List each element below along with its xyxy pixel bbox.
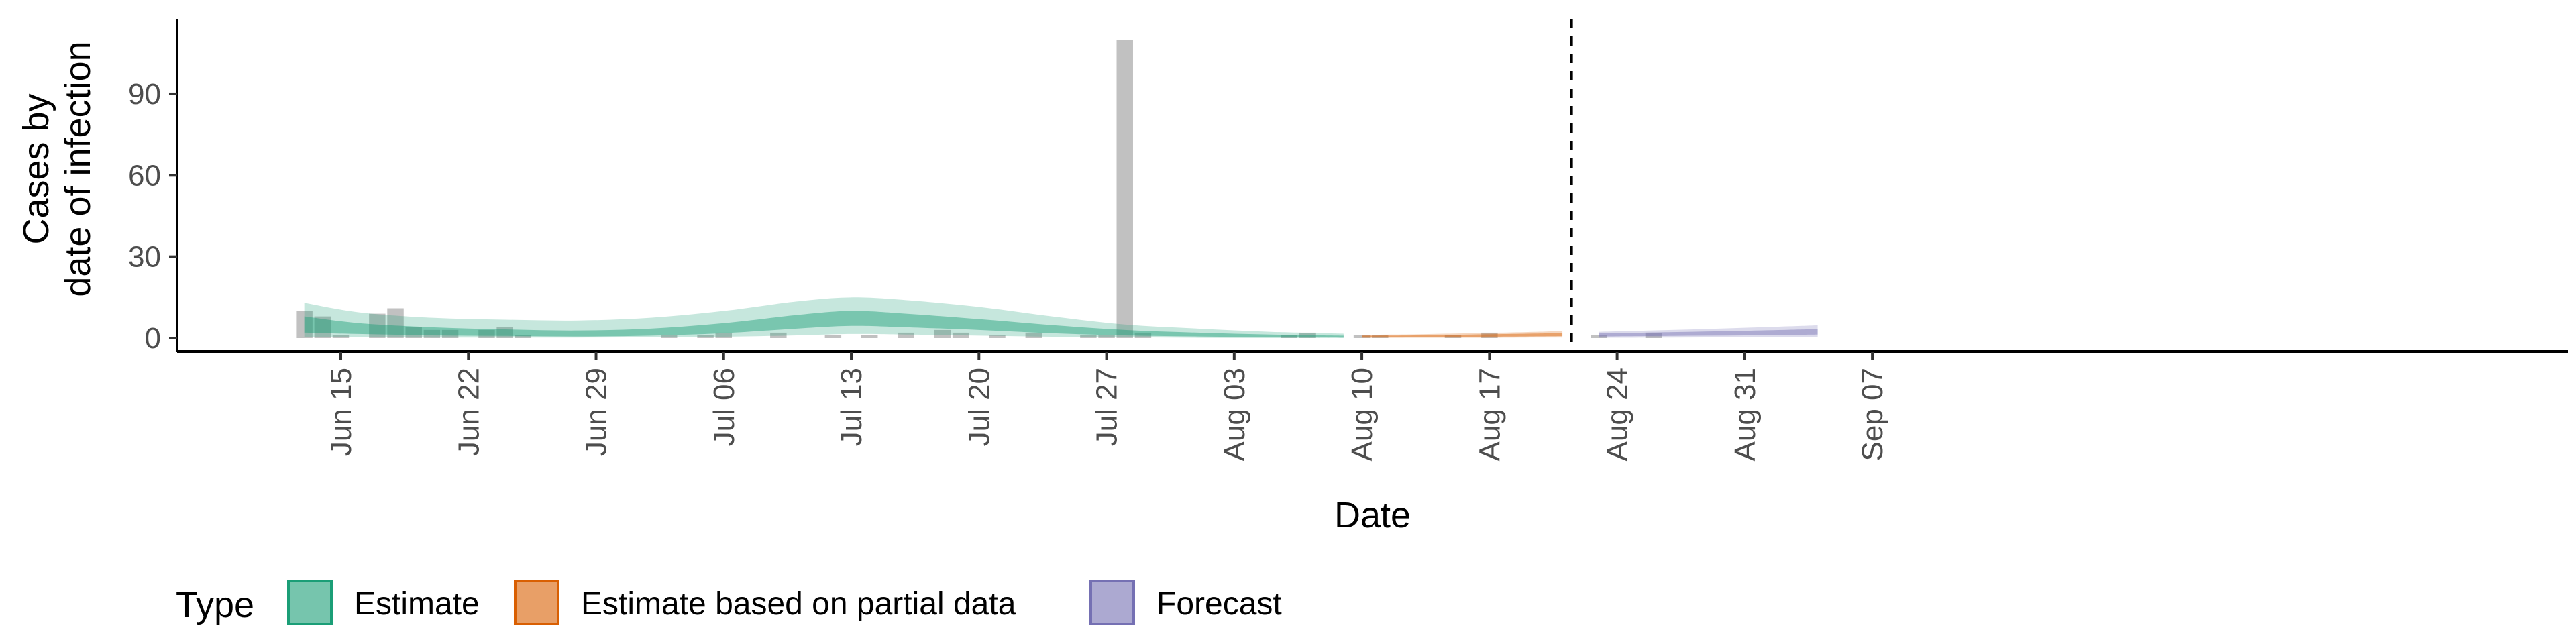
reported-case-bar bbox=[387, 308, 404, 338]
x-axis-title: Date bbox=[1334, 495, 1411, 535]
reported-case-bar bbox=[1116, 40, 1133, 339]
legend-key-forecast bbox=[1089, 580, 1135, 625]
x-tick-label: Jun 15 bbox=[325, 368, 358, 456]
reported-case-bar bbox=[1372, 335, 1389, 338]
estimate-outer-band bbox=[304, 297, 1344, 339]
y-ticks: 0 30 60 90 bbox=[128, 78, 177, 355]
reported-case-bar bbox=[1353, 335, 1371, 338]
legend-key-partial bbox=[514, 580, 559, 625]
estimate-inner-band bbox=[304, 311, 1344, 338]
legend-label-forecast: Forecast bbox=[1157, 586, 1282, 622]
reported-case-bar bbox=[861, 335, 878, 338]
reported-case-bar bbox=[1134, 332, 1152, 338]
reported-case-bar bbox=[1025, 332, 1042, 338]
y-tick-label: 30 bbox=[128, 241, 161, 274]
y-tick-label: 90 bbox=[128, 78, 161, 111]
y-tick-label: 0 bbox=[145, 322, 161, 355]
legend: Type Estimate Estimate based on partial … bbox=[176, 580, 1282, 625]
reported-case-bar bbox=[1080, 335, 1097, 338]
y-axis-title-line-1: Cases by bbox=[16, 93, 56, 244]
x-tick-label: Jul 27 bbox=[1091, 368, 1124, 446]
reported-case-bar bbox=[770, 332, 787, 338]
reported-case-bar bbox=[1481, 332, 1498, 338]
x-tick-label: Aug 17 bbox=[1473, 368, 1506, 461]
reported-case-bar bbox=[824, 335, 842, 338]
reported-case-bar bbox=[314, 316, 331, 338]
y-tick-label: 60 bbox=[128, 159, 161, 192]
reported-case-bar bbox=[441, 329, 459, 338]
reported-cases-bars bbox=[296, 40, 1662, 339]
x-tick-label: Jul 13 bbox=[835, 368, 868, 446]
reported-case-bar bbox=[1299, 332, 1316, 338]
estimate-bands bbox=[304, 297, 1818, 339]
forecast-inner-band bbox=[1599, 329, 1818, 337]
x-tick-label: Aug 31 bbox=[1729, 368, 1762, 461]
reported-case-bar bbox=[1444, 335, 1462, 338]
partial-outer-band bbox=[1362, 331, 1563, 338]
x-tick-label: Jun 29 bbox=[580, 368, 613, 456]
forecast-outer-band bbox=[1599, 325, 1818, 338]
reported-case-bar bbox=[1645, 332, 1662, 338]
reported-case-bar bbox=[715, 332, 733, 338]
legend-label-estimate: Estimate bbox=[354, 586, 480, 622]
x-tick-label: Aug 24 bbox=[1601, 368, 1634, 461]
reported-case-bar bbox=[1591, 335, 1607, 338]
reported-case-bar bbox=[296, 311, 313, 338]
reported-case-bar bbox=[898, 332, 914, 338]
reported-case-bar bbox=[697, 335, 714, 338]
partial-inner-band bbox=[1362, 333, 1563, 337]
legend-label-partial: Estimate based on partial data bbox=[581, 586, 1016, 622]
x-tick-label: Jul 20 bbox=[963, 368, 996, 446]
reported-case-bar bbox=[496, 327, 513, 338]
x-ticks: Jun 15 Jun 22 Jun 29 Jul 06 Jul 13 Jul 20 Jul … bbox=[325, 352, 1889, 461]
reported-case-bar bbox=[515, 335, 532, 338]
reported-case-bar bbox=[332, 335, 350, 338]
reported-case-bar bbox=[934, 329, 951, 338]
reported-case-bar bbox=[369, 313, 386, 338]
legend-key-estimate bbox=[287, 580, 333, 625]
legend-title: Type bbox=[176, 585, 254, 625]
x-tick-label: Sep 07 bbox=[1856, 368, 1889, 461]
x-tick-label: Aug 03 bbox=[1218, 368, 1251, 461]
reported-case-bar bbox=[423, 329, 441, 338]
x-tick-label: Jun 22 bbox=[452, 368, 485, 456]
reported-case-bar bbox=[1281, 335, 1297, 338]
reported-case-bar bbox=[989, 335, 1006, 338]
y-axis-title-line-2: date of infection bbox=[58, 41, 98, 297]
reported-case-bar bbox=[952, 332, 969, 338]
reported-case-bar bbox=[405, 327, 422, 338]
reported-case-bar bbox=[1098, 335, 1115, 338]
reported-case-bar bbox=[478, 329, 495, 338]
x-tick-label: Jul 06 bbox=[708, 368, 741, 446]
x-tick-label: Aug 10 bbox=[1346, 368, 1379, 461]
axes bbox=[176, 19, 2568, 353]
reported-case-bar bbox=[661, 335, 678, 338]
